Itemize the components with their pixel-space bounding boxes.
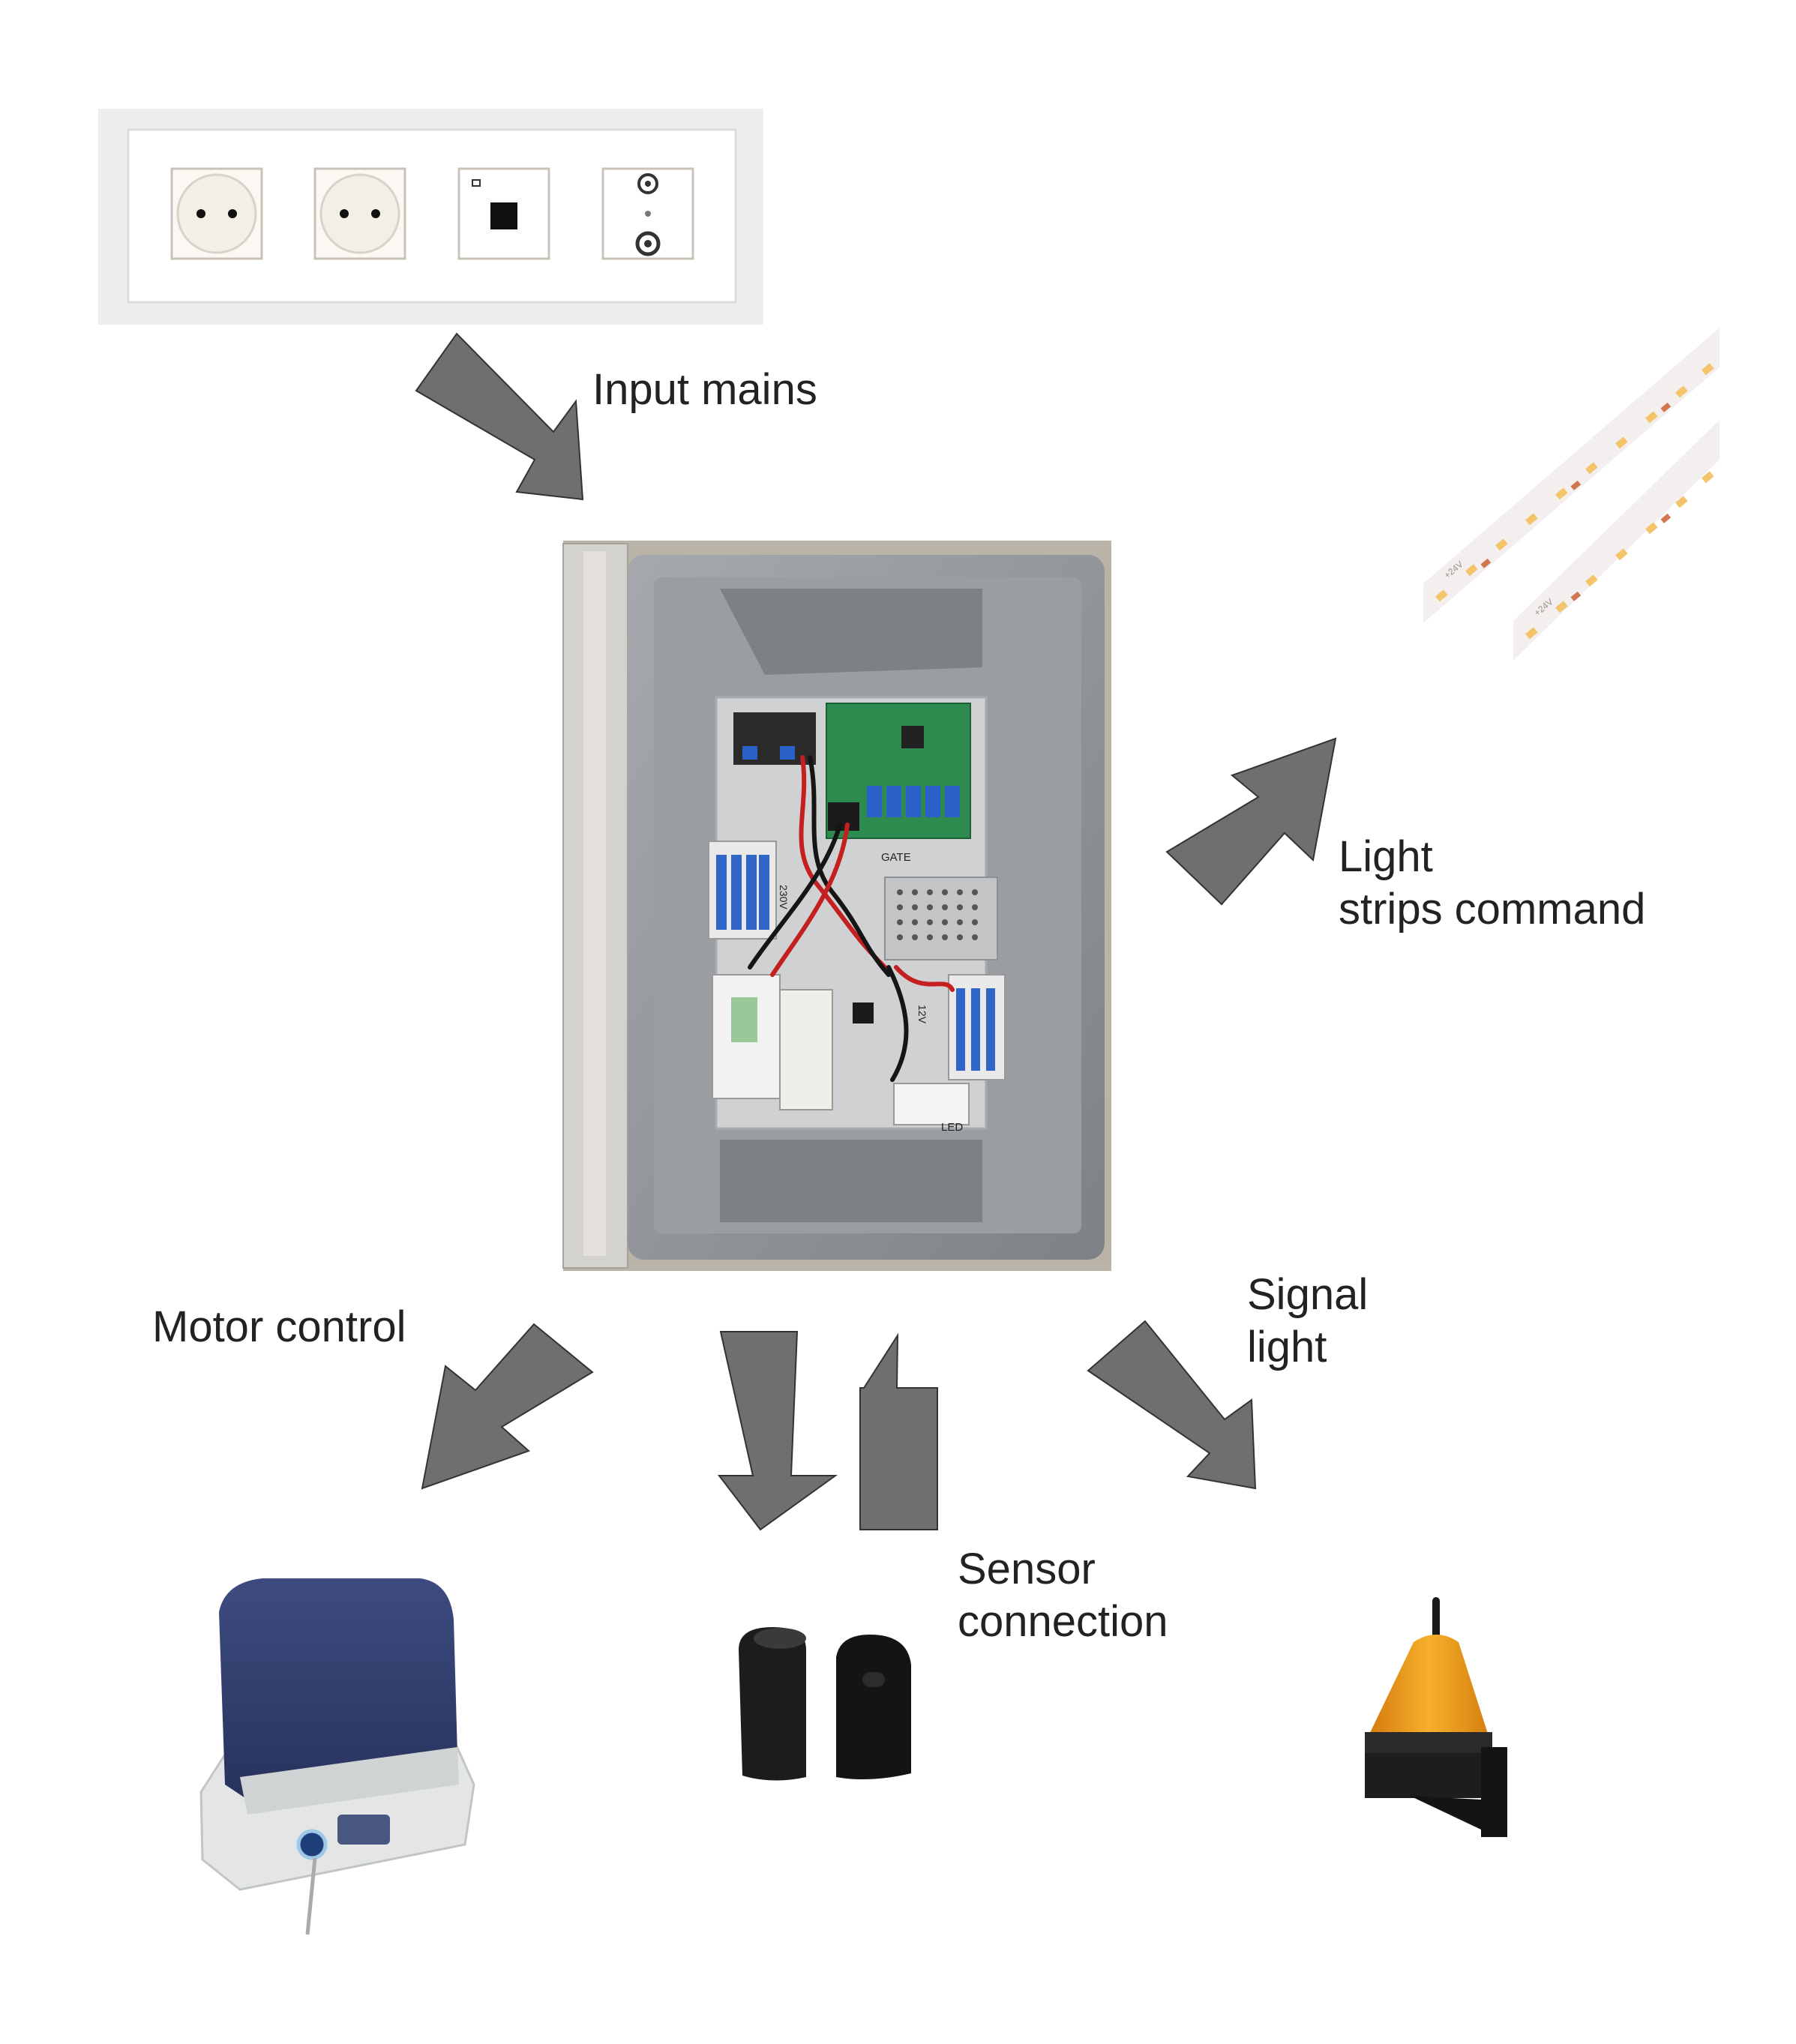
photocell-sensors — [739, 1627, 911, 1781]
label-light-strips-command: Light strips command — [1339, 831, 1645, 936]
controller-enclosure: GATE 230V 12V — [563, 541, 1111, 1271]
led-strips: +24V +24V — [1423, 328, 1720, 661]
wall-socket-plate — [98, 109, 763, 325]
schuko-socket-1 — [172, 169, 262, 259]
label-sensor-line2: connection — [958, 1596, 1168, 1648]
signal-light — [1365, 1601, 1507, 1837]
arrow-motor-control — [422, 1324, 592, 1488]
tv-antenna-socket — [603, 169, 693, 259]
label-signal-line2: light — [1247, 1321, 1368, 1374]
terminal-block-12v — [949, 975, 1005, 1080]
label-light-line2: strips command — [1339, 883, 1645, 936]
label-sensor-connection: Sensor connection — [958, 1543, 1168, 1648]
terminal-block-230v — [709, 841, 776, 939]
label-signal-line1: Signal — [1247, 1269, 1368, 1321]
network-socket — [459, 169, 549, 259]
label-input-mains: Input mains — [592, 364, 817, 416]
led-terminals — [894, 1083, 969, 1125]
label-led: LED — [941, 1121, 963, 1134]
label-light-line1: Light — [1339, 831, 1645, 883]
label-motor-control: Motor control — [152, 1301, 406, 1353]
arrow-signal-light — [1088, 1321, 1255, 1488]
gate-motor — [201, 1578, 474, 1935]
label-gate: GATE — [881, 851, 911, 864]
screw-terminals — [780, 990, 832, 1110]
label-230v: 230V — [778, 885, 790, 910]
schuko-socket-2 — [315, 169, 405, 259]
power-supply — [885, 877, 997, 960]
label-sensor-line1: Sensor — [958, 1543, 1168, 1596]
arrow-sensor-up — [860, 1335, 937, 1530]
arrow-input-mains — [416, 334, 583, 499]
arrow-sensor-down — [719, 1332, 835, 1530]
label-signal-light: Signal light — [1247, 1269, 1368, 1374]
relay-board — [826, 703, 970, 838]
label-12v: 12V — [916, 1005, 928, 1024]
arrow-light-strips — [1167, 739, 1336, 904]
